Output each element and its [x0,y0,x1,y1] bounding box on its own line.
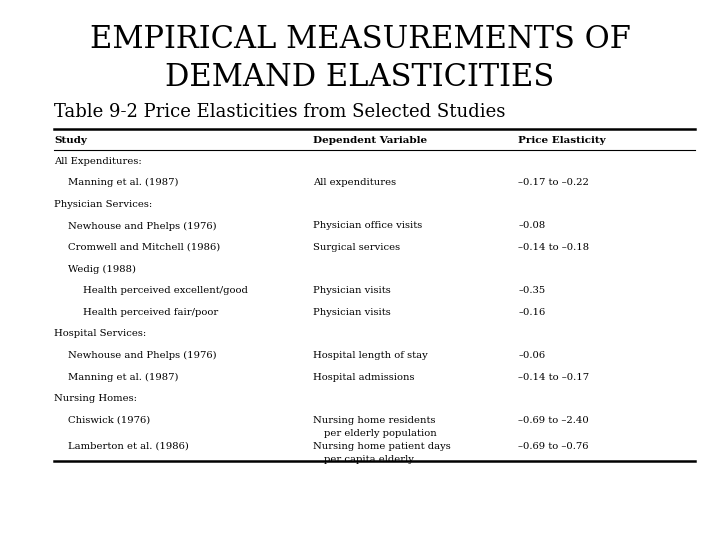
Text: Physician visits: Physician visits [313,286,391,295]
Text: Dependent Variable: Dependent Variable [313,136,428,145]
Text: Newhouse and Phelps (1976): Newhouse and Phelps (1976) [68,221,217,231]
Text: –0.69 to –0.76: –0.69 to –0.76 [518,442,589,451]
Text: –0.16: –0.16 [518,308,546,317]
Text: –0.08: –0.08 [518,221,546,231]
Text: Physician Services:: Physician Services: [54,200,152,209]
Text: Nursing Homes:: Nursing Homes: [54,394,137,403]
Text: Lamberton et al. (1986): Lamberton et al. (1986) [68,442,189,451]
Text: Physician visits: Physician visits [313,308,391,317]
Text: Hospital Services:: Hospital Services: [54,329,146,339]
Text: Nursing home residents: Nursing home residents [313,416,436,425]
Text: Study: Study [54,136,87,145]
Text: DEMAND ELASTICITIES: DEMAND ELASTICITIES [166,62,554,93]
Text: Cromwell and Mitchell (1986): Cromwell and Mitchell (1986) [68,243,220,252]
Text: Manning et al. (1987): Manning et al. (1987) [68,178,179,187]
Text: All expenditures: All expenditures [313,178,396,187]
Text: Surgical services: Surgical services [313,243,400,252]
Text: Price Elasticity: Price Elasticity [518,136,606,145]
Text: –0.69 to –2.40: –0.69 to –2.40 [518,416,589,425]
Text: Hospital admissions: Hospital admissions [313,373,415,382]
Text: Health perceived excellent/good: Health perceived excellent/good [83,286,248,295]
Text: per elderly population: per elderly population [324,429,437,438]
Text: per capita elderly: per capita elderly [324,455,414,464]
Text: Table 9-2 Price Elasticities from Selected Studies: Table 9-2 Price Elasticities from Select… [54,103,505,120]
Text: Physician office visits: Physician office visits [313,221,423,231]
Text: Manning et al. (1987): Manning et al. (1987) [68,373,179,382]
Text: Newhouse and Phelps (1976): Newhouse and Phelps (1976) [68,351,217,360]
Text: –0.06: –0.06 [518,351,546,360]
Text: All Expenditures:: All Expenditures: [54,157,142,166]
Text: EMPIRICAL MEASUREMENTS OF: EMPIRICAL MEASUREMENTS OF [89,24,631,55]
Text: Chiswick (1976): Chiswick (1976) [68,416,150,425]
Text: –0.14 to –0.17: –0.14 to –0.17 [518,373,590,382]
Text: –0.35: –0.35 [518,286,546,295]
Text: –0.14 to –0.18: –0.14 to –0.18 [518,243,590,252]
Text: Health perceived fair/poor: Health perceived fair/poor [83,308,218,317]
Text: –0.17 to –0.22: –0.17 to –0.22 [518,178,589,187]
Text: Nursing home patient days: Nursing home patient days [313,442,451,451]
Text: Hospital length of stay: Hospital length of stay [313,351,428,360]
Text: Wedig (1988): Wedig (1988) [68,265,136,274]
